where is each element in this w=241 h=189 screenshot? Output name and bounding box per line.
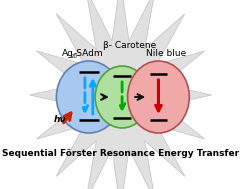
Text: -SAdm: -SAdm [74, 49, 103, 57]
Text: β- Carotene: β- Carotene [103, 40, 156, 50]
Text: Sequential Förster Resonance Energy Transfer: Sequential Förster Resonance Energy Tran… [2, 149, 239, 159]
Ellipse shape [128, 61, 189, 133]
Text: Nile blue: Nile blue [146, 49, 186, 57]
Text: 20: 20 [71, 53, 78, 59]
Text: Ag: Ag [62, 49, 74, 57]
Text: hν: hν [54, 115, 67, 125]
Polygon shape [29, 0, 211, 189]
Ellipse shape [95, 66, 149, 128]
Ellipse shape [56, 61, 121, 133]
